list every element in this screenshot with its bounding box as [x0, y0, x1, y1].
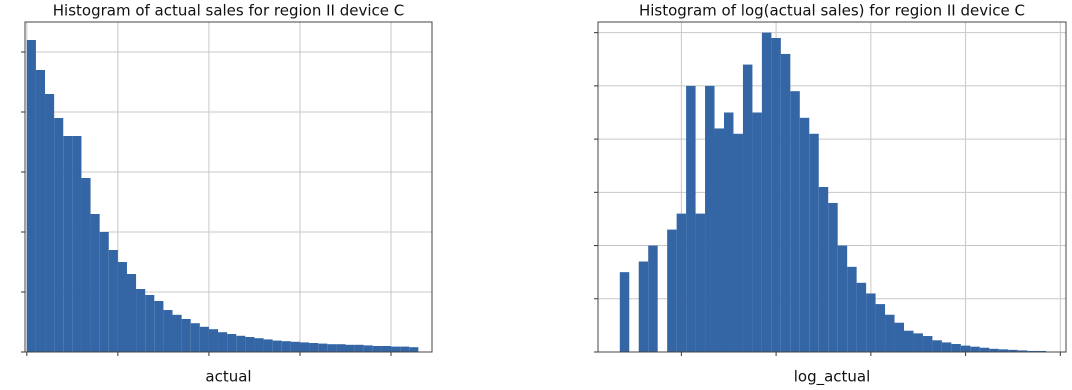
- bar: [780, 53, 791, 352]
- bar: [227, 334, 237, 352]
- bar: [163, 310, 173, 352]
- bar: [199, 326, 209, 352]
- bar: [875, 304, 886, 352]
- bar: [363, 345, 373, 352]
- bar: [72, 136, 82, 352]
- bar: [1036, 350, 1047, 352]
- bar: [799, 117, 810, 352]
- bar: [809, 133, 819, 352]
- bar: [400, 346, 410, 352]
- bar: [970, 346, 980, 352]
- bar: [35, 70, 46, 352]
- bar: [336, 344, 346, 352]
- bar: [190, 323, 200, 352]
- bar: [409, 347, 419, 352]
- bar: [26, 40, 36, 352]
- bar: [960, 345, 971, 352]
- bar: [894, 322, 904, 352]
- bar: [99, 232, 109, 352]
- bar: [1008, 349, 1018, 352]
- bar: [818, 187, 829, 352]
- bar: [847, 266, 857, 352]
- bar: [208, 329, 219, 352]
- x-axis-label: actual: [205, 368, 251, 386]
- bar: [771, 37, 781, 352]
- bar: [181, 319, 191, 352]
- bar: [54, 118, 64, 352]
- bar: [45, 94, 55, 352]
- bar: [686, 85, 696, 352]
- bar: [667, 229, 677, 352]
- bar: [837, 245, 848, 352]
- bar: [245, 337, 255, 352]
- bar: [281, 341, 291, 352]
- bar: [354, 344, 364, 352]
- bar: [154, 301, 164, 352]
- bar: [63, 136, 73, 352]
- bar: [752, 112, 762, 352]
- bar: [932, 340, 942, 352]
- bar: [126, 274, 137, 352]
- bar: [885, 314, 895, 352]
- bar: [218, 332, 228, 352]
- bar: [998, 349, 1009, 352]
- bar: [733, 133, 743, 352]
- bar: [318, 343, 328, 352]
- bar: [172, 314, 182, 352]
- bar: [619, 272, 630, 352]
- bar: [1017, 350, 1028, 352]
- bar: [81, 178, 91, 352]
- bar: [866, 293, 876, 352]
- bar: [714, 128, 724, 352]
- bar: [263, 339, 273, 352]
- bar: [236, 335, 246, 352]
- bar: [136, 289, 146, 352]
- bar: [638, 261, 649, 352]
- bar: [309, 343, 319, 352]
- bar: [254, 338, 264, 352]
- bar: [648, 245, 658, 352]
- bar: [272, 340, 282, 352]
- bar: [327, 344, 337, 352]
- bar: [761, 32, 772, 352]
- bar: [828, 202, 838, 352]
- bar: [724, 112, 734, 352]
- bar: [742, 64, 753, 353]
- bar: [299, 342, 310, 352]
- bar: [117, 262, 127, 352]
- bar: [345, 344, 355, 352]
- bar: [381, 346, 392, 352]
- bar: [856, 282, 867, 352]
- bar: [145, 295, 155, 352]
- bar: [695, 213, 706, 352]
- plot-frame: [597, 21, 1067, 353]
- bar: [90, 214, 100, 352]
- bar: [979, 347, 990, 352]
- chart-title: Histogram of actual sales for region II …: [53, 2, 404, 20]
- bar: [290, 341, 300, 352]
- bar: [705, 85, 715, 352]
- bar: [676, 213, 687, 352]
- bar: [790, 91, 800, 353]
- bar: [1027, 350, 1037, 352]
- bar: [922, 336, 933, 352]
- chart-title: Histogram of log(actual sales) for regio…: [639, 2, 1025, 20]
- bar: [904, 330, 914, 352]
- bar: [108, 250, 118, 352]
- plot-frame: [24, 21, 433, 353]
- bar: [989, 348, 999, 352]
- bar: [391, 346, 401, 352]
- bar: [951, 344, 961, 352]
- bar: [372, 346, 382, 352]
- x-axis-label: log_actual: [794, 368, 871, 387]
- bar: [941, 342, 952, 352]
- bar: [913, 333, 923, 352]
